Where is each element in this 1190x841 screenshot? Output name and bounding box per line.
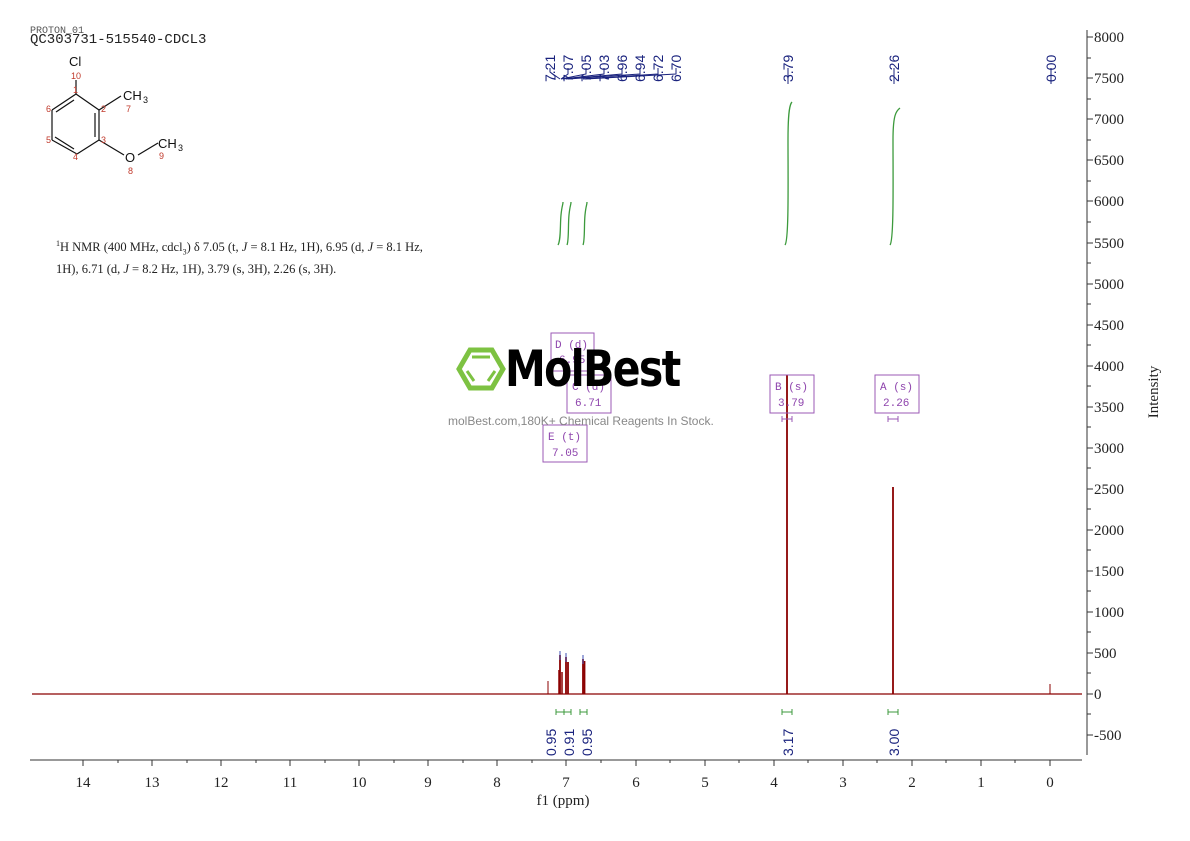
x-axis-title: f1 (ppm) [537, 793, 590, 809]
svg-text:1: 1 [73, 85, 78, 95]
integral-brackets [555, 709, 899, 715]
svg-text:14: 14 [76, 775, 92, 791]
svg-text:4000: 4000 [1094, 359, 1124, 375]
svg-text:3.79: 3.79 [778, 398, 804, 410]
svg-text:3: 3 [839, 775, 847, 791]
svg-text:9: 9 [159, 151, 164, 161]
svg-text:2: 2 [101, 104, 106, 114]
nmr-description: 1H NMR (400 MHz, cdcl3) δ 7.05 (t, J = 8… [56, 239, 423, 276]
svg-text:2.26: 2.26 [883, 398, 909, 410]
sample-id: QC303731-515540-CDCL3 [30, 32, 207, 48]
svg-text:D (d): D (d) [555, 340, 588, 352]
svg-text:7: 7 [562, 775, 570, 791]
svg-text:0: 0 [1046, 775, 1054, 791]
svg-text:3: 3 [101, 135, 106, 145]
svg-text:3: 3 [178, 143, 183, 153]
chemical-structure: Cl CH 3 O CH 3 10 1 2 3 4 5 6 7 8 9 [46, 54, 183, 176]
sample-id-overlay: PROTON_01 [30, 26, 85, 37]
svg-text:6000: 6000 [1094, 194, 1124, 210]
svg-text:6500: 6500 [1094, 153, 1124, 169]
svg-text:10: 10 [71, 71, 81, 81]
svg-text:3.17: 3.17 [780, 729, 796, 756]
svg-text:0.91: 0.91 [561, 729, 577, 756]
svg-text:5500: 5500 [1094, 236, 1124, 252]
svg-text:B (s): B (s) [775, 382, 808, 394]
svg-text:6: 6 [46, 104, 51, 114]
svg-text:1: 1 [977, 775, 985, 791]
svg-text:8: 8 [493, 775, 501, 791]
svg-text:500: 500 [1094, 646, 1117, 662]
svg-text:7000: 7000 [1094, 112, 1124, 128]
svg-text:8: 8 [128, 166, 133, 176]
svg-text:-500: -500 [1094, 728, 1122, 744]
svg-text:0.95: 0.95 [579, 729, 595, 756]
peak-labels: 7.21 7.07 7.05 7.03 6.96 6.94 6.72 6.70 … [542, 55, 1059, 82]
svg-text:11: 11 [283, 775, 297, 791]
svg-text:E (t): E (t) [548, 432, 581, 444]
x-axis: 14 13 12 11 10 9 8 7 6 5 4 3 2 1 0 f1 (p… [30, 759, 1082, 809]
svg-text:7.05: 7.05 [552, 448, 578, 460]
atom-cl: Cl [69, 54, 81, 69]
svg-text:2000: 2000 [1094, 523, 1124, 539]
watermark-brand: MolBest [505, 340, 681, 398]
svg-text:12: 12 [214, 775, 229, 791]
atom-o: O [125, 150, 135, 165]
svg-text:0: 0 [1094, 687, 1102, 703]
svg-text:1000: 1000 [1094, 605, 1124, 621]
svg-text:3: 3 [143, 95, 148, 105]
svg-text:6: 6 [632, 775, 640, 791]
svg-text:6.95: 6.95 [559, 355, 585, 367]
svg-text:5: 5 [701, 775, 709, 791]
svg-text:4: 4 [73, 152, 78, 162]
multiplet-annotations: D (d) 6.95 C (d) 6.71 E (t) 7.05 B (s) 3… [542, 332, 920, 463]
svg-text:10: 10 [352, 775, 367, 791]
svg-text:5: 5 [46, 135, 51, 145]
molbest-logo-icon [456, 347, 506, 391]
svg-text:7: 7 [126, 104, 131, 114]
svg-text:3000: 3000 [1094, 441, 1124, 457]
y-axis: 8000 7500 7000 6500 6000 5500 5000 4500 … [1086, 30, 1162, 755]
svg-text:2500: 2500 [1094, 482, 1124, 498]
svg-text:0.95: 0.95 [543, 729, 559, 756]
integral-curves [557, 101, 901, 246]
svg-text:4: 4 [770, 775, 778, 791]
svg-text:13: 13 [145, 775, 160, 791]
svg-text:2: 2 [908, 775, 916, 791]
watermark-tagline: molBest.com,180K+ Chemical Reagents In S… [448, 414, 714, 428]
atom-ch3-9: CH [158, 136, 177, 151]
integral-values: 0.95 0.91 0.95 3.17 3.00 [543, 729, 902, 756]
atom-ch3-7: CH [123, 88, 142, 103]
svg-text:3500: 3500 [1094, 400, 1124, 416]
svg-text:A (s): A (s) [880, 382, 913, 394]
svg-text:9: 9 [424, 775, 432, 791]
svg-text:5000: 5000 [1094, 277, 1124, 293]
svg-text:C (d): C (d) [572, 382, 605, 394]
svg-text:8000: 8000 [1094, 30, 1124, 46]
svg-text:4500: 4500 [1094, 318, 1124, 334]
y-axis-title: Intensity [1146, 365, 1162, 418]
peak-label-connectors [549, 68, 1052, 84]
svg-text:7500: 7500 [1094, 71, 1124, 87]
svg-text:6.71: 6.71 [575, 398, 602, 410]
svg-text:3.00: 3.00 [886, 729, 902, 756]
spectrum-trace [32, 375, 1082, 695]
svg-text:1500: 1500 [1094, 564, 1124, 580]
